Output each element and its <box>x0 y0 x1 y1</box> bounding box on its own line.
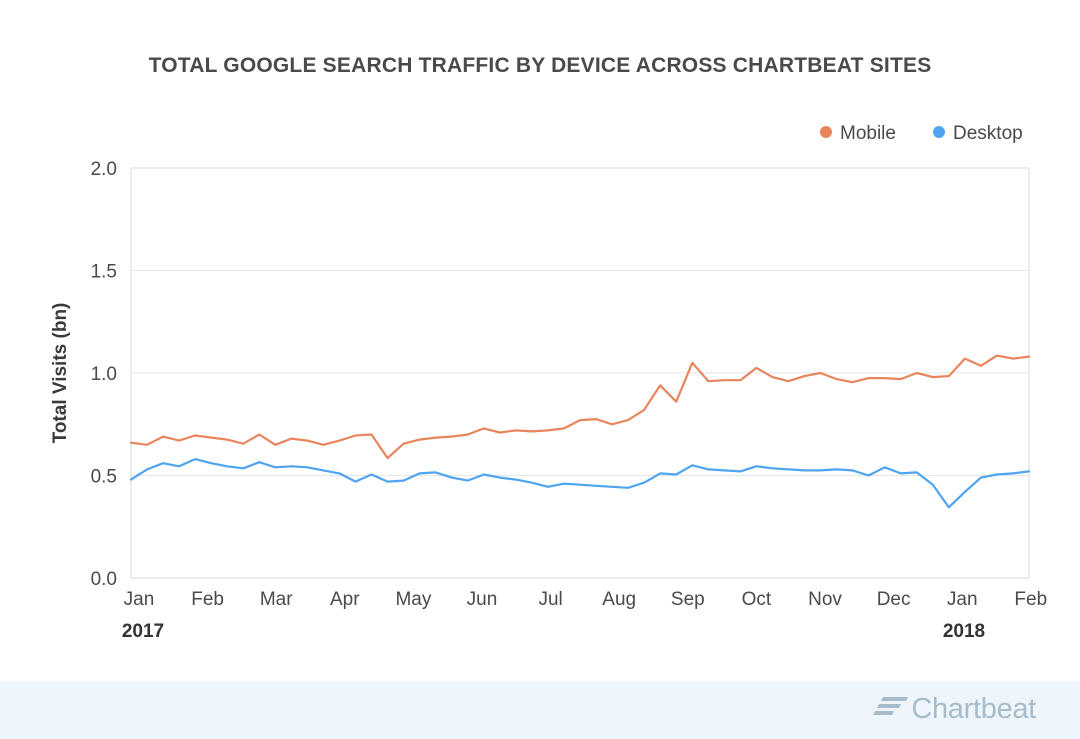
x-tick-label: Jan <box>947 589 978 610</box>
chartbeat-wing-icon <box>873 697 909 715</box>
chartbeat-logo: Chartbeat <box>873 691 1036 727</box>
y-tick-label: 1.0 <box>91 364 117 385</box>
legend-label-desktop: Desktop <box>953 123 1023 144</box>
x-tick-label: Feb <box>1014 589 1047 610</box>
footer: Chartbeat <box>0 681 1080 739</box>
y-tick-label: 2.0 <box>91 159 117 180</box>
year-label: 2017 <box>122 621 164 642</box>
y-tick-label: 1.5 <box>91 262 117 283</box>
chart-title: TOTAL GOOGLE SEARCH TRAFFIC BY DEVICE AC… <box>148 54 932 77</box>
legend-marker-mobile <box>820 126 832 138</box>
x-tick-label: Jul <box>538 589 562 610</box>
x-tick-label: May <box>395 589 431 610</box>
y-axis-title: Total Visits (bn) <box>50 303 71 444</box>
series-line-mobile <box>129 354 1031 460</box>
year-label: 2018 <box>943 621 985 642</box>
legend-label-mobile: Mobile <box>840 123 896 144</box>
x-tick-label: Dec <box>877 589 911 610</box>
x-tick-label: Sep <box>671 589 705 610</box>
legend-marker-desktop <box>933 126 945 138</box>
series-line-desktop <box>129 458 1031 509</box>
x-tick-label: Mar <box>260 589 293 610</box>
y-tick-label: 0.5 <box>91 467 117 488</box>
x-tick-label: Aug <box>602 589 636 610</box>
x-tick-label: Jun <box>467 589 498 610</box>
brand-name: Chartbeat <box>911 692 1036 725</box>
x-tick-label: Feb <box>191 589 224 610</box>
chart: 0.0 0.5 1.0 1.5 2.0 Jan Feb Mar Apr May Jun Jul Aug S… <box>50 123 1047 642</box>
x-tick-label: Nov <box>808 589 842 610</box>
plot-border <box>130 167 1030 579</box>
x-tick-label: Jan <box>124 589 155 610</box>
y-tick-label: 0.0 <box>91 569 117 590</box>
x-tick-label: Apr <box>330 589 360 610</box>
x-tick-label: Oct <box>742 589 772 610</box>
